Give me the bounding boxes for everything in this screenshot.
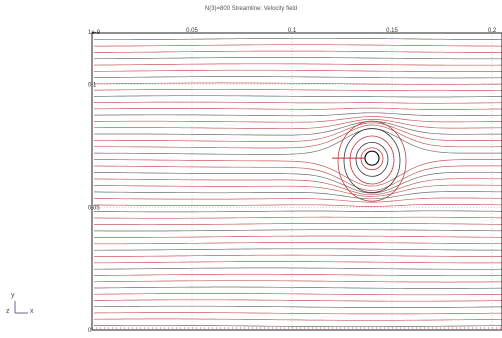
streamline — [93, 223, 502, 226]
x-tick-label: 0.1 — [288, 28, 297, 34]
streamline — [94, 235, 502, 238]
streamline — [94, 112, 502, 117]
streamline — [94, 165, 502, 191]
streamline — [94, 216, 502, 219]
streamline — [93, 280, 502, 283]
vortex-contour — [337, 120, 407, 202]
streamline — [94, 128, 502, 155]
streamline — [93, 95, 502, 98]
streamline — [93, 261, 502, 264]
triad-z-label: z — [6, 308, 10, 315]
streamline — [93, 69, 502, 72]
axis-triad-arrows — [14, 301, 28, 314]
streamline — [94, 254, 502, 257]
triad-x-label: x — [30, 308, 34, 315]
streamline — [94, 286, 502, 289]
streamline — [93, 184, 502, 197]
triad-y-label: y — [11, 292, 15, 299]
streamline — [94, 116, 502, 123]
streamline — [94, 229, 502, 232]
axis-triad: y z x — [6, 292, 36, 321]
streamline — [93, 299, 502, 302]
streamline — [93, 63, 502, 66]
vortex-contour — [355, 141, 389, 177]
streamline — [94, 204, 502, 207]
vortex-contour — [349, 135, 395, 185]
streamline — [94, 120, 502, 136]
streamline — [94, 305, 502, 308]
streamline — [93, 107, 502, 110]
streamline — [94, 44, 502, 47]
vortex-contour — [343, 128, 401, 193]
streamline — [94, 118, 502, 130]
grid-lines — [92, 33, 502, 330]
streamline — [93, 82, 502, 85]
streamline — [94, 242, 502, 245]
streamline — [93, 197, 502, 203]
streamline — [93, 57, 502, 60]
streamline — [94, 88, 502, 92]
plot-title: N(3)=800 Streamline: Velocity field — [204, 6, 298, 12]
obstacle-contours — [332, 120, 407, 202]
vortex-contour — [360, 147, 384, 171]
streamline — [93, 312, 502, 315]
y-tick-label: 0 — [88, 328, 92, 334]
streamline — [94, 76, 502, 79]
streamline — [94, 210, 502, 213]
streamline — [93, 178, 502, 196]
x-tick-label: 0.2 — [488, 28, 497, 34]
streamline — [94, 318, 502, 321]
streamline — [94, 50, 502, 53]
x-tick-label: 0.05 — [186, 28, 198, 34]
streamline — [94, 248, 502, 251]
plot-frame — [91, 32, 502, 331]
streamline — [93, 171, 502, 194]
obstacle-circle — [364, 150, 380, 166]
streamlines — [93, 37, 502, 328]
streamline — [93, 159, 502, 187]
streamline — [94, 124, 502, 149]
streamline — [93, 122, 502, 142]
streamline — [94, 101, 502, 104]
streamline — [93, 191, 502, 200]
streamline — [93, 293, 502, 296]
streamline — [93, 273, 502, 277]
y-tick-label: 0.05 — [88, 205, 100, 211]
streamline — [94, 324, 502, 328]
x-tick-label: 0.15 — [386, 28, 398, 34]
y-tick-label: 0.1 — [88, 83, 97, 89]
streamline — [94, 37, 502, 41]
streamline — [94, 267, 502, 270]
